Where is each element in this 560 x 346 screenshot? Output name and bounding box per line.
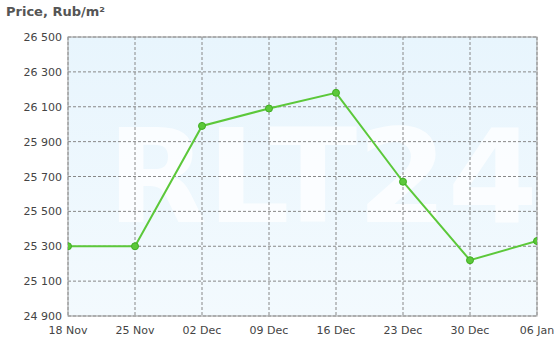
y-tick-label: 25 900	[24, 136, 63, 149]
plot-frame	[68, 37, 537, 316]
grid-line	[202, 37, 203, 316]
grid-line	[403, 37, 404, 316]
chart: RLT2424 90025 10025 30025 50025 70025 90…	[0, 0, 560, 346]
grid-line	[68, 141, 537, 142]
x-tick-label: 16 Dec	[317, 324, 356, 337]
line	[68, 93, 537, 260]
grid-line	[68, 71, 537, 72]
grid-line	[336, 37, 337, 316]
x-tick-label: 30 Dec	[451, 324, 490, 337]
y-tick-label: 24 900	[24, 310, 63, 323]
grid-line	[68, 281, 537, 282]
marker	[266, 105, 273, 112]
x-tick-label: 09 Dec	[250, 324, 289, 337]
marker	[68, 243, 72, 250]
y-tick-label: 26 100	[24, 101, 63, 114]
marker	[400, 178, 407, 185]
x-tick-label: 23 Dec	[384, 324, 423, 337]
grid-line	[68, 106, 537, 107]
marker	[534, 238, 538, 245]
series	[68, 89, 537, 263]
marker	[467, 257, 474, 264]
marker	[199, 122, 206, 129]
x-tick-label: 02 Dec	[183, 324, 222, 337]
y-tick-label: 25 500	[24, 205, 63, 218]
y-tick-label: 26 300	[24, 66, 63, 79]
y-tick-label: 25 300	[24, 240, 63, 253]
marker	[132, 243, 139, 250]
grid-line	[135, 37, 136, 316]
title: Price, Rub/m²	[6, 4, 105, 19]
y-tick-label: 25 100	[24, 275, 63, 288]
y-tick-label: 25 700	[24, 171, 63, 184]
grid-line	[269, 37, 270, 316]
grid-line	[470, 37, 471, 316]
x-tick-label: 06 Jan	[520, 324, 554, 337]
x-tick-label: 18 Nov	[49, 324, 88, 337]
grid-line	[68, 176, 537, 177]
grid-line	[68, 211, 537, 212]
marker	[333, 89, 340, 96]
x-tick-label: 25 Nov	[116, 324, 155, 337]
y-tick-label: 26 500	[24, 31, 63, 44]
